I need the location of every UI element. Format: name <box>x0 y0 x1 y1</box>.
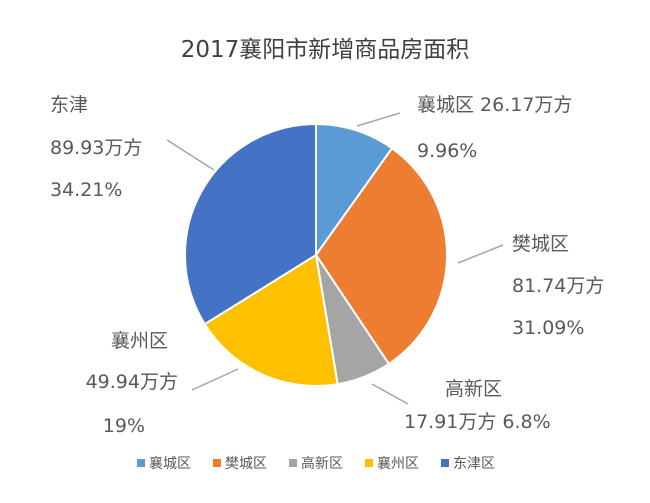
legend-label: 襄州区 <box>377 456 419 472</box>
data-label: 19% <box>103 415 145 437</box>
leader-line <box>166 139 215 171</box>
leader-line <box>457 244 504 264</box>
data-label: 樊城区 <box>512 233 569 255</box>
leader-line <box>191 368 239 391</box>
pie-slice <box>184 122 317 326</box>
data-label: 17.91万方 6.8% <box>404 411 551 433</box>
data-label: 31.09% <box>512 317 584 339</box>
legend-swatch <box>289 459 297 467</box>
data-labels: 襄城区 26.17万方 9.96% 樊城区 81.74万方 31.09% 高新区 17.91… <box>50 94 604 437</box>
pie-slice <box>315 122 394 259</box>
data-label: 9.96% <box>417 140 477 162</box>
pie-slice <box>314 146 448 366</box>
pie-slices <box>184 122 448 387</box>
pie-slice <box>203 253 339 387</box>
data-label: 89.93万方 <box>50 137 142 159</box>
legend-swatch <box>365 459 373 467</box>
data-label: 81.74万方 <box>512 275 604 297</box>
data-label: 34.21% <box>50 179 122 201</box>
legend-label: 高新区 <box>301 455 343 472</box>
legend: 襄城区 樊城区 高新区 襄州区 东津区 <box>137 455 495 472</box>
leader-line <box>371 383 409 405</box>
data-label: 东津 <box>50 94 88 116</box>
leader-lines <box>166 112 504 405</box>
chart-title: 2017襄阳市新增商品房面积 <box>181 37 470 63</box>
data-label: 49.94万方 <box>86 371 178 393</box>
data-label: 襄州区 <box>111 330 168 352</box>
leader-line <box>356 112 401 127</box>
data-label: 襄城区 26.17万方 <box>417 94 572 116</box>
legend-label: 襄城区 <box>149 456 191 472</box>
legend-swatch <box>137 459 145 467</box>
legend-swatch <box>441 459 449 467</box>
legend-label: 东津区 <box>453 456 495 472</box>
legend-label: 樊城区 <box>225 456 267 472</box>
data-label: 高新区 <box>445 378 502 400</box>
legend-swatch <box>213 459 221 467</box>
